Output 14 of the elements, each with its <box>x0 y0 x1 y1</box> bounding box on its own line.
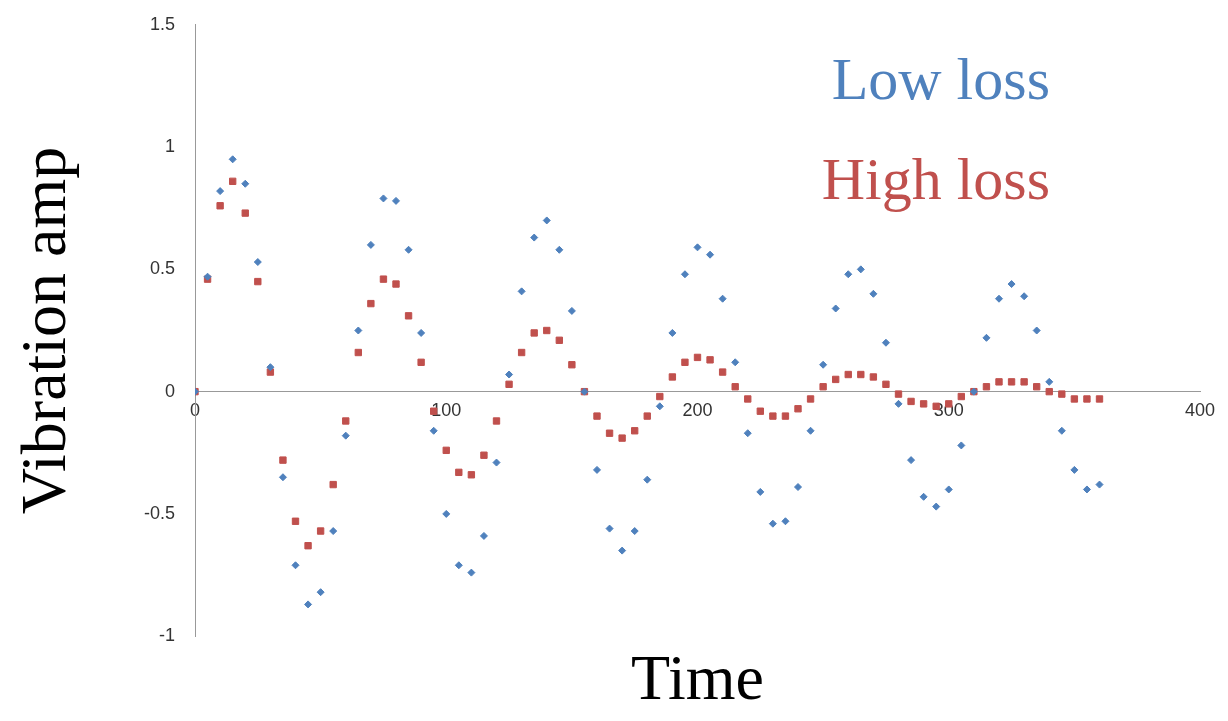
x-tick-label: 100 <box>431 400 462 421</box>
x-tick-label: 400 <box>1184 400 1216 421</box>
x-axis-title: Time <box>631 642 764 714</box>
text: Low loss <box>831 45 1050 112</box>
y-tick-label: 0 <box>164 380 175 401</box>
y-tick-label: 1 <box>164 136 175 157</box>
y-tick-label: -0.5 <box>143 502 175 523</box>
y-tick-label: 0.5 <box>149 258 175 279</box>
text: High loss <box>821 145 1050 212</box>
x-tick-label: 200 <box>682 400 713 421</box>
y-tick-label: 1.5 <box>149 13 175 34</box>
x-tick-label: 0 <box>189 400 201 421</box>
y-tick-label: -1 <box>158 625 175 646</box>
y-axis-title: Vibration amp <box>8 146 80 515</box>
